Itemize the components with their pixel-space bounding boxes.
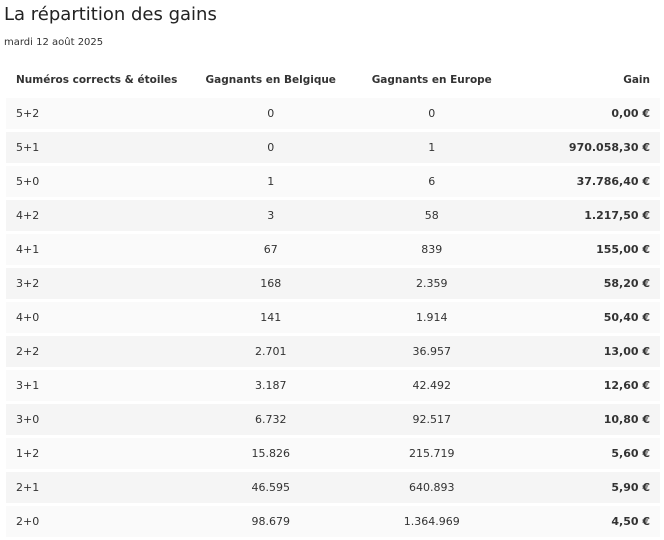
cell: 2+1 [6, 472, 187, 503]
header-row: Numéros corrects & étoiles Gagnants en Be… [6, 65, 660, 95]
cell: 98.679 [187, 506, 355, 537]
column-header: Gagnants en Belgique [205, 74, 336, 86]
cell: 58 [354, 200, 509, 231]
row: 4+2 3 58 1.217,50 € [6, 200, 660, 231]
cell: 42.492 [354, 370, 509, 401]
cell: 3+2 [6, 268, 187, 299]
cell: 37.786,40 € [509, 166, 660, 197]
cell: 1.217,50 € [509, 200, 660, 231]
cell: 970.058,30 € [509, 132, 660, 163]
cell: 3+0 [6, 404, 187, 435]
cell: 5+1 [6, 132, 187, 163]
cell: 215.719 [354, 438, 509, 469]
date: mardi 12 août 2025 [4, 37, 104, 48]
cell: 58,20 € [509, 268, 660, 299]
cell: 0 [187, 132, 355, 163]
cell: 2+2 [6, 336, 187, 367]
cell: 15.826 [187, 438, 355, 469]
cell: 67 [187, 234, 355, 265]
cell: 3.187 [187, 370, 355, 401]
prize-table: Numéros corrects & étoiles Gagnants en Be… [6, 62, 660, 540]
row: 3+0 6.732 92.517 10,80 € [6, 404, 660, 435]
cell: 6.732 [187, 404, 355, 435]
cell: 5+0 [6, 166, 187, 197]
cell: 5,90 € [509, 472, 660, 503]
cell: 2.701 [187, 336, 355, 367]
page: La répartition des gains mardi 12 août 2… [4, 4, 650, 528]
row: 4+0 141 1.914 50,40 € [6, 302, 660, 333]
cell: 4+1 [6, 234, 187, 265]
column-header: Gagnants en Europe [371, 74, 492, 86]
cell: 3+1 [6, 370, 187, 401]
row: 2+1 46.595 640.893 5,90 € [6, 472, 660, 503]
cell: 1 [187, 166, 355, 197]
cell: 0 [187, 98, 355, 129]
cell: 2+0 [6, 506, 187, 537]
cell: 155,00 € [509, 234, 660, 265]
cell: 5,60 € [509, 438, 660, 469]
row: 3+2 168 2.359 58,20 € [6, 268, 660, 299]
row: 5+1 0 1 970.058,30 € [6, 132, 660, 163]
row: 5+2 0 0 0,00 € [6, 98, 660, 129]
cell: 13,00 € [509, 336, 660, 367]
cell: 4,50 € [509, 506, 660, 537]
cell: 2.359 [354, 268, 509, 299]
title: La répartition des gains [4, 4, 217, 25]
cell: 3 [187, 200, 355, 231]
cell: 6 [354, 166, 509, 197]
cell: 92.517 [354, 404, 509, 435]
cell: 1.364.969 [354, 506, 509, 537]
cell: 1.914 [354, 302, 509, 333]
cell: 12,60 € [509, 370, 660, 401]
column-header: Numéros corrects & étoiles [16, 74, 178, 86]
cell: 839 [354, 234, 509, 265]
row: 2+2 2.701 36.957 13,00 € [6, 336, 660, 367]
cell: 46.595 [187, 472, 355, 503]
cell: 141 [187, 302, 355, 333]
cell: 5+2 [6, 98, 187, 129]
row: 1+2 15.826 215.719 5,60 € [6, 438, 660, 469]
cell: 0 [354, 98, 509, 129]
cell: 4+0 [6, 302, 187, 333]
cell: 1+2 [6, 438, 187, 469]
cell: 1 [354, 132, 509, 163]
cell: 36.957 [354, 336, 509, 367]
column-header: Gain [623, 74, 650, 86]
cell: 4+2 [6, 200, 187, 231]
row: 3+1 3.187 42.492 12,60 € [6, 370, 660, 401]
cell: 168 [187, 268, 355, 299]
row: 2+0 98.679 1.364.969 4,50 € [6, 506, 660, 537]
row: 4+1 67 839 155,00 € [6, 234, 660, 265]
cell: 0,00 € [509, 98, 660, 129]
cell: 10,80 € [509, 404, 660, 435]
cell: 640.893 [354, 472, 509, 503]
cell: 50,40 € [509, 302, 660, 333]
row: 5+0 1 6 37.786,40 € [6, 166, 660, 197]
